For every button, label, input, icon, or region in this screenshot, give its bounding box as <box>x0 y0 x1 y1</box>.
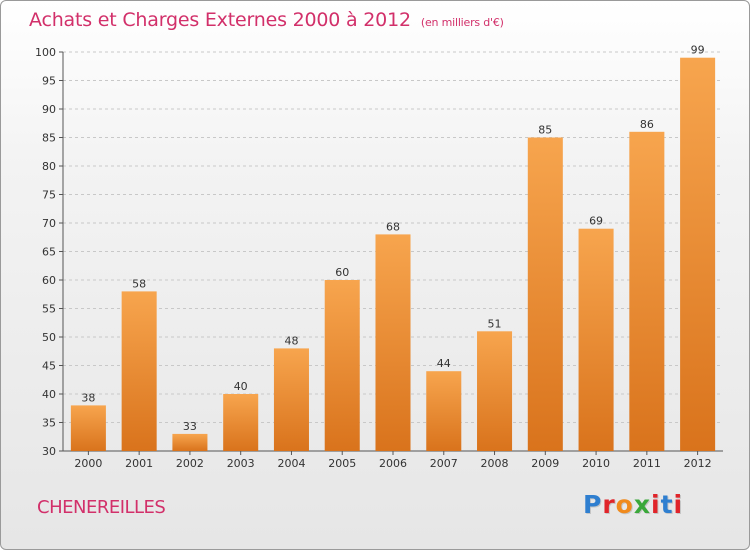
logo-letter: t <box>660 490 674 519</box>
bar-2005 <box>324 280 360 451</box>
value-label-2002: 33 <box>183 420 197 433</box>
y-tick-label-80: 80 <box>42 160 56 173</box>
x-tick-label-2004: 2004 <box>277 457 305 470</box>
bar-2009 <box>527 137 563 451</box>
x-tick-label-2011: 2011 <box>633 457 661 470</box>
value-label-2000: 38 <box>81 391 95 404</box>
y-tick-label-70: 70 <box>42 217 56 230</box>
value-label-2007: 44 <box>437 357 451 370</box>
y-tick-label-95: 95 <box>42 75 56 88</box>
bars <box>70 57 716 452</box>
logo-letter: i <box>651 490 661 519</box>
bar-2008 <box>477 331 513 451</box>
title-unit: (en milliers d'€) <box>420 16 504 29</box>
bar-2002 <box>172 433 208 451</box>
place-name: CHENEREILLES <box>37 497 166 518</box>
x-tick-label-2002: 2002 <box>176 457 204 470</box>
value-label-2010: 69 <box>589 215 603 228</box>
title-text: Achats et Charges Externes 2000 à 2012 <box>29 9 411 31</box>
value-label-2008: 51 <box>488 317 502 330</box>
x-tick-label-2008: 2008 <box>481 457 509 470</box>
logo-letter: x <box>633 490 651 519</box>
value-label-2011: 86 <box>640 118 654 131</box>
value-label-2004: 48 <box>284 334 298 347</box>
y-tick-label-30: 30 <box>42 445 56 458</box>
labels: 30 35 40 45 50 55 60 65 70 75 80 85 90 95 100 38 2000 58 2… <box>35 44 712 470</box>
logo-letter: i <box>673 490 684 519</box>
bar-2006 <box>375 234 411 451</box>
y-tick-label-40: 40 <box>42 388 56 401</box>
bar-2003 <box>223 394 259 451</box>
bar-2007 <box>426 371 462 451</box>
bar-2000 <box>70 405 106 451</box>
x-tick-label-2007: 2007 <box>430 457 458 470</box>
x-tick-label-2006: 2006 <box>379 457 407 470</box>
proxiti-logo: Proxiti <box>583 490 683 519</box>
chart-title: Achats et Charges Externes 2000 à 2012 (e… <box>29 9 504 31</box>
x-tick-label-2010: 2010 <box>582 457 610 470</box>
bar-2010 <box>578 228 614 451</box>
y-tick-label-35: 35 <box>42 417 56 430</box>
bar-2004 <box>273 348 309 451</box>
y-tick-label-85: 85 <box>42 132 56 145</box>
x-tick-label-2003: 2003 <box>227 457 255 470</box>
y-tick-label-65: 65 <box>42 246 56 259</box>
value-label-2005: 60 <box>335 266 349 279</box>
value-label-2006: 68 <box>386 220 400 233</box>
y-tick-label-55: 55 <box>42 303 56 316</box>
logo-letter: r <box>602 490 616 519</box>
value-label-2001: 58 <box>132 277 146 290</box>
x-tick-label-2001: 2001 <box>125 457 153 470</box>
value-label-2003: 40 <box>234 380 248 393</box>
y-tick-label-45: 45 <box>42 360 56 373</box>
bar-2012 <box>680 57 716 451</box>
y-tick-label-60: 60 <box>42 274 56 287</box>
value-label-2012: 99 <box>691 44 705 57</box>
value-label-2009: 85 <box>538 124 552 137</box>
logo-letter: o <box>615 490 634 519</box>
x-tick-label-2012: 2012 <box>684 457 712 470</box>
y-tick-label-75: 75 <box>42 189 56 202</box>
y-tick-label-90: 90 <box>42 103 56 116</box>
y-tick-label-100: 100 <box>35 46 56 59</box>
bar-2001 <box>121 291 157 451</box>
logo-letter: P <box>583 490 603 519</box>
y-tick-label-50: 50 <box>42 331 56 344</box>
x-tick-label-2005: 2005 <box>328 457 356 470</box>
x-tick-label-2000: 2000 <box>74 457 102 470</box>
x-tick-label-2009: 2009 <box>531 457 559 470</box>
bar-2011 <box>629 131 665 452</box>
